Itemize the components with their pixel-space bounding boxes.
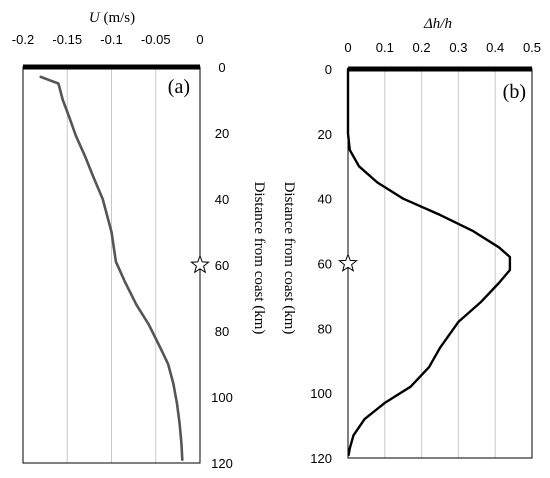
x-axis-label: U (m/s): [89, 10, 135, 26]
star-marker: [338, 253, 358, 272]
y-tick-label: 20: [215, 126, 229, 141]
panel-label: (b): [503, 81, 526, 103]
y-tick-label: 60: [318, 257, 332, 272]
series-line: [346, 67, 512, 456]
y-tick-label: 120: [211, 456, 233, 471]
y-axis-label: Distance from coast (km): [251, 182, 267, 335]
y-tick-label: 40: [215, 192, 229, 207]
y-tick-label: 100: [211, 390, 233, 405]
y-tick-label: 80: [318, 321, 332, 336]
panel-label: (a): [168, 76, 190, 98]
plot-frame: [347, 68, 533, 459]
x-tick-label: 0: [196, 32, 203, 47]
x-tick-label: 0: [344, 40, 351, 55]
y-tick-label: 80: [215, 324, 229, 339]
chart-panel-b: 0 0.1 0.2 0.3 0.4 0.5 0 20 40 60 80 100 120 (b) Δh/h Di…: [281, 16, 541, 466]
x-axis-label-variable: U: [89, 10, 101, 26]
y-tick-label: 20: [318, 127, 332, 142]
star-marker: [190, 254, 210, 274]
y-tick-label: 120: [310, 451, 332, 466]
y-tick-label: 0: [218, 60, 225, 75]
x-tick-label: 0.4: [486, 40, 504, 55]
x-tick-label: -0.1: [100, 32, 122, 47]
y-tick-label: 100: [310, 386, 332, 401]
chart-panel-a: -0.2 -0.15 -0.1 -0.05 00 20 40 60 80 100 120 (a) U (…: [12, 10, 267, 471]
x-tick-label: 0.2: [413, 40, 431, 55]
x-tick-label: -0.2: [12, 32, 34, 47]
y-tick-label: 60: [215, 258, 229, 273]
y-tick-label: 0: [325, 62, 332, 77]
x-tick-label: 0.3: [449, 40, 467, 55]
y-tick-label: 40: [318, 192, 332, 207]
y-axis-label: Distance from coast (km): [281, 182, 297, 335]
x-tick-label: 0.5: [523, 40, 541, 55]
x-axis-label-unit: (m/s): [100, 10, 135, 26]
x-tick-label: -0.15: [52, 32, 82, 47]
x-tick-label: -0.05: [141, 32, 171, 47]
x-axis-label: Δh/h: [423, 16, 452, 32]
series-line: [39, 75, 184, 462]
x-tick-label: 0.1: [376, 40, 394, 55]
